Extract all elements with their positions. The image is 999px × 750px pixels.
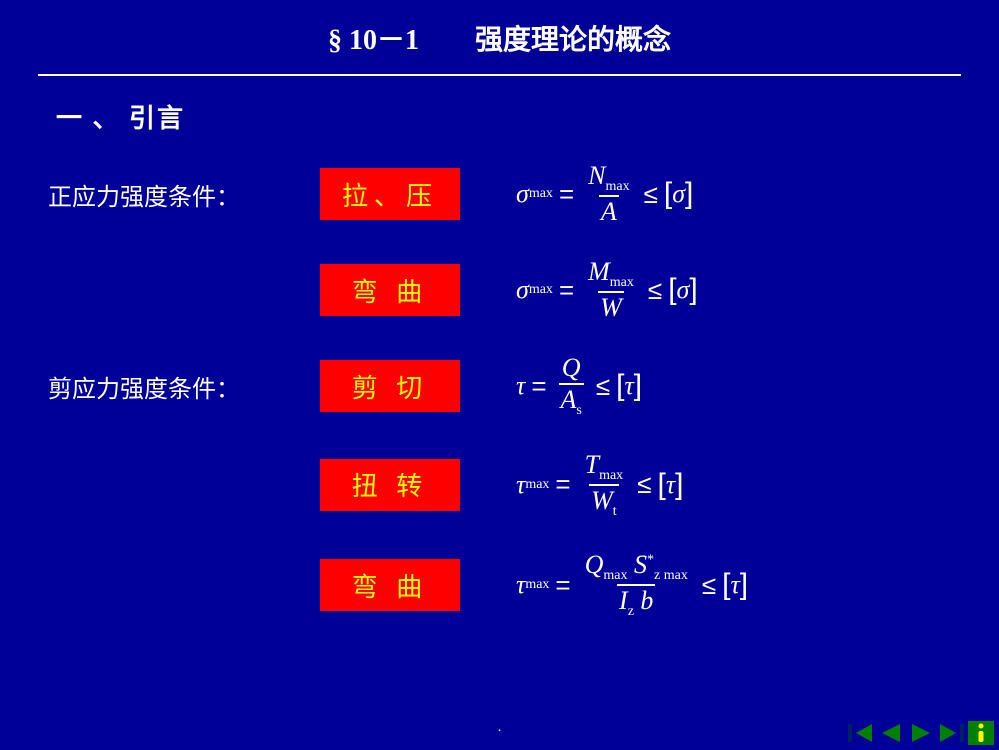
num-sym: Q [562, 353, 581, 382]
formula-tension: σmax = Nmax A ≤ [σ] [516, 161, 693, 227]
den-sym: A [561, 385, 577, 414]
num-sub: max [605, 179, 629, 194]
rbracket: ] [675, 468, 683, 502]
label-normal-stress: 正应力强度条件： [0, 177, 300, 212]
lbracket: [ [668, 273, 676, 307]
den2-sym: b [640, 586, 653, 615]
fraction: Mmax W [586, 257, 636, 323]
tag-tension: 拉、压 [320, 168, 460, 220]
nav-prev-button[interactable] [877, 720, 905, 746]
nav-info-button[interactable] [967, 720, 995, 746]
lbracket: [ [722, 568, 730, 602]
tag-bending: 弯 曲 [320, 264, 460, 316]
sigma-sym: σ [516, 179, 529, 209]
row-torsion: 扭 转 τmax = Tmax Wt ≤ [τ] [0, 450, 999, 520]
row-tension: 正应力强度条件： 拉、压 σmax = Nmax A ≤ [σ] [0, 161, 999, 227]
equals-op: = [559, 275, 574, 306]
rhs-sym: σ [677, 275, 690, 305]
fraction: Tmax Wt [583, 450, 626, 520]
le-op: ≤ [644, 179, 658, 210]
le-op: ≤ [596, 371, 610, 402]
tau-sym: τ [516, 470, 525, 500]
den-sub: s [576, 404, 581, 419]
nav-controls [847, 720, 995, 746]
nav-first-button[interactable] [847, 720, 875, 746]
num2-sup: * [647, 552, 654, 567]
label-shear-stress: 剪应力强度条件： [0, 369, 300, 404]
num-sub: max [599, 468, 623, 483]
formula-torsion: τmax = Tmax Wt ≤ [τ] [516, 450, 683, 520]
equals-op: = [531, 371, 546, 402]
tag-torsion: 扭 转 [320, 459, 460, 511]
num1-sub: max [603, 568, 627, 583]
tag-bending2: 弯 曲 [320, 559, 460, 611]
tau-sub: max [525, 477, 549, 493]
sigma-sub: max [529, 186, 553, 202]
nav-last-button[interactable] [937, 720, 965, 746]
den1-sub: z [628, 604, 634, 619]
den-sym: W [600, 293, 622, 322]
rbracket: ] [689, 273, 697, 307]
rhs-sym: τ [666, 470, 675, 500]
tag-shear: 剪 切 [320, 360, 460, 412]
num-sub: max [610, 275, 634, 290]
rbracket: ] [634, 369, 642, 403]
num-sym: T [585, 450, 599, 479]
num2-sym: S [634, 550, 647, 579]
rbracket: ] [740, 568, 748, 602]
num1-sym: Q [585, 550, 604, 579]
le-op: ≤ [648, 275, 662, 306]
tau-sym: τ [516, 570, 525, 600]
footer-dot: . [498, 720, 502, 736]
title-underline [38, 74, 961, 76]
rhs-sym: σ [672, 179, 685, 209]
den1-sym: I [619, 586, 628, 615]
nav-next-button[interactable] [907, 720, 935, 746]
lbracket: [ [657, 468, 665, 502]
equals-op: = [555, 469, 570, 500]
rhs-sym: τ [730, 570, 739, 600]
row-bending-normal: 弯 曲 σmax = Mmax W ≤ [σ] [0, 257, 999, 323]
le-op: ≤ [637, 469, 651, 500]
den-sym: W [591, 486, 613, 515]
formula-bending-shear: τmax = Qmax S*z max Iz b ≤ [τ] [516, 550, 748, 620]
page-title: § 10－1 强度理论的概念 [0, 0, 999, 74]
sigma-sub: max [529, 282, 553, 298]
section-heading: 一 、 引言 [56, 98, 999, 135]
num-sym: N [588, 161, 605, 190]
den-sub: t [613, 504, 617, 519]
rbracket: ] [685, 177, 693, 211]
fraction: Nmax A [586, 161, 631, 227]
tau-sub: max [525, 577, 549, 593]
row-bending-shear: 弯 曲 τmax = Qmax S*z max Iz b ≤ [τ] [0, 550, 999, 620]
rhs-sym: τ [624, 371, 633, 401]
formula-shear: τ = Q As ≤ [τ] [516, 353, 642, 419]
sigma-sym: σ [516, 275, 529, 305]
den-sym: A [601, 197, 617, 226]
fraction: Qmax S*z max Iz b [583, 550, 690, 620]
equals-op: = [555, 570, 570, 601]
num2-sub: z max [654, 568, 688, 583]
num-sym: M [588, 257, 610, 286]
tau-sym: τ [516, 371, 525, 401]
le-op: ≤ [702, 570, 716, 601]
fraction: Q As [559, 353, 584, 419]
row-shear: 剪应力强度条件： 剪 切 τ = Q As ≤ [τ] [0, 353, 999, 419]
formula-bending-normal: σmax = Mmax W ≤ [σ] [516, 257, 698, 323]
lbracket: [ [664, 177, 672, 211]
equals-op: = [559, 179, 574, 210]
lbracket: [ [616, 369, 624, 403]
